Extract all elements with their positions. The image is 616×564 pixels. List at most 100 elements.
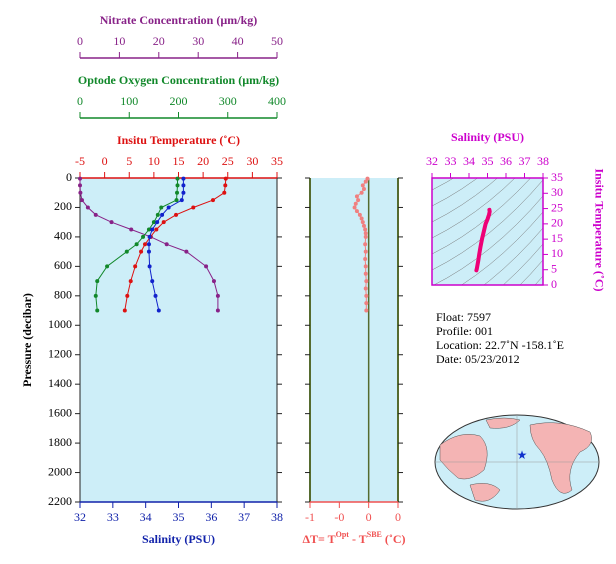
profile-point (109, 220, 114, 225)
x-tick-label: 37 (238, 510, 250, 524)
x-tick-label: 25 (222, 154, 234, 168)
y-tick-label: 600 (54, 258, 72, 272)
profile-point (155, 220, 160, 225)
x-tick-label: 30 (246, 154, 258, 168)
axis-title: Optode Oxygen Concentration (µm/kg) (78, 73, 279, 87)
x-tick-label: 0 (366, 510, 372, 524)
profile-point (133, 264, 138, 269)
y-tick-label: 25 (551, 200, 563, 214)
axis-title-part: Salinity (PSU) (451, 130, 524, 144)
y-tick-label: 1800 (48, 435, 72, 449)
axis-title-part: ΔT= T (302, 532, 335, 546)
profile-point (191, 205, 196, 210)
y-tick-label: 1000 (48, 317, 72, 331)
profile-point (124, 249, 129, 254)
profile-point (364, 308, 369, 313)
profile-point (155, 212, 160, 217)
profile-point (125, 293, 130, 298)
profile-point (204, 264, 209, 269)
x-tick-label: 200 (170, 94, 188, 108)
x-tick-label: 20 (153, 34, 165, 48)
density-contour (432, 68, 543, 158)
profile-point (174, 198, 179, 203)
ts-line (474, 207, 492, 273)
x-tick-label: 36 (205, 510, 217, 524)
profile-point (210, 198, 215, 203)
axis-title-part: (˚C) (382, 532, 406, 546)
profile-point (147, 234, 152, 239)
profile-point (181, 176, 186, 181)
globe: ★ (434, 414, 600, 510)
y-tick-label: 400 (54, 229, 72, 243)
y-axis-title: Insitu Temperature (˚C) (592, 168, 606, 291)
profile-point (150, 227, 155, 232)
y-tick-label: 1600 (48, 405, 72, 419)
x-tick-label: -0 (334, 510, 344, 524)
y-tick-label: 0 (551, 277, 557, 291)
profile-point (146, 227, 151, 232)
x-tick-label: 37 (519, 154, 531, 168)
profile-point (353, 201, 358, 206)
profile-point (363, 271, 368, 276)
profile-point (139, 249, 144, 254)
density-contour (432, 178, 455, 191)
axis-title: Salinity (PSU) (451, 130, 524, 144)
profile-point (354, 209, 359, 214)
y-tick-label: 800 (54, 288, 72, 302)
y-tick-label: 2200 (48, 494, 72, 508)
profile-point (360, 183, 365, 188)
x-tick-label: -1 (305, 510, 315, 524)
plot-area (310, 178, 398, 502)
profile-point (78, 176, 82, 181)
x-tick-label: 20 (197, 154, 209, 168)
profile-point (153, 293, 158, 298)
y-tick-label: 10 (551, 246, 563, 260)
profile-point (154, 227, 159, 232)
profile-point (360, 220, 365, 225)
profile-point (361, 223, 366, 228)
y-tick-label: 2000 (48, 464, 72, 478)
float-info: Date: 05/23/2012 (436, 352, 520, 366)
y-tick-label: 0 (66, 170, 72, 184)
axis-title-part: Insitu Temperature (˚C) (117, 133, 240, 147)
profile-point (363, 231, 368, 236)
profile-point (175, 176, 180, 181)
x-tick-label: 30 (192, 34, 204, 48)
profile-point (85, 205, 90, 210)
axis-title: Insitu Temperature (˚C) (117, 133, 240, 147)
x-tick-label: 32 (74, 510, 86, 524)
profile-point (223, 176, 228, 181)
profile-point (143, 242, 148, 247)
y-tick-label: 15 (551, 231, 563, 245)
profile-point (215, 293, 220, 298)
profile-point (147, 264, 152, 269)
profile-point (93, 212, 98, 217)
profile-point (211, 279, 216, 284)
x-tick-label: 10 (148, 154, 160, 168)
x-tick-label: 35 (271, 154, 283, 168)
density-contour (432, 178, 498, 223)
profile-point (215, 308, 220, 313)
profile-point (363, 249, 368, 254)
axis-title-part: SBE (367, 530, 382, 539)
plot-area (432, 178, 543, 285)
x-tick-label: 400 (268, 94, 286, 108)
profile-point (128, 279, 133, 284)
profile-point (146, 242, 151, 247)
profile-point (364, 279, 369, 284)
profile-point (179, 198, 184, 203)
profile-point (78, 190, 83, 195)
x-tick-label: 34 (140, 510, 152, 524)
density-contour (433, 195, 543, 285)
profile-point (357, 212, 362, 217)
profile-point (93, 293, 98, 298)
profile-point (156, 308, 161, 313)
profile-point (166, 205, 171, 210)
profile-point (159, 205, 164, 210)
profile-point (146, 249, 151, 254)
profile-point (363, 286, 368, 291)
profile-point (161, 220, 166, 225)
x-tick-label: -5 (75, 154, 85, 168)
profile-point (151, 220, 156, 225)
